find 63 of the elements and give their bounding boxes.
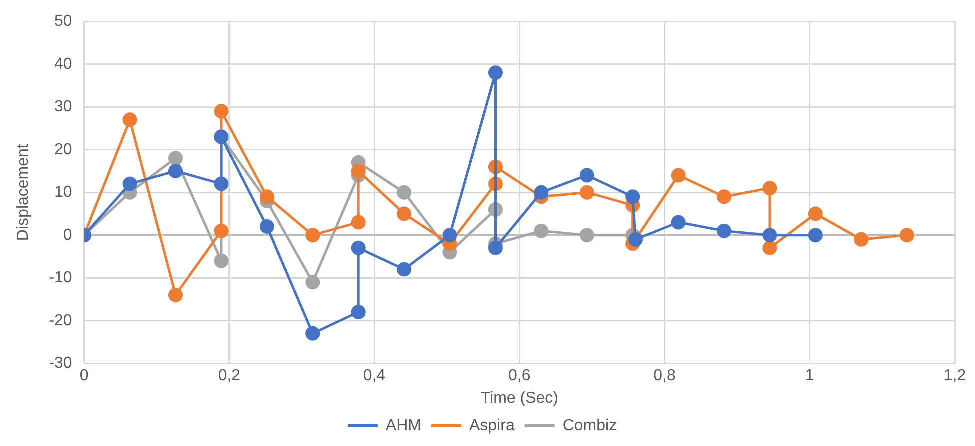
point xyxy=(488,66,503,80)
point xyxy=(168,288,183,302)
legend-label: AHM xyxy=(386,417,422,434)
x-tick-label: 0,6 xyxy=(508,368,531,385)
x-tick-label: 0 xyxy=(80,368,89,385)
point xyxy=(808,228,823,243)
point xyxy=(306,275,320,290)
point xyxy=(762,240,778,256)
point xyxy=(717,190,732,204)
point xyxy=(626,190,640,204)
y-tick-label: 50 xyxy=(54,13,72,30)
point xyxy=(351,164,366,178)
point xyxy=(397,206,412,222)
point xyxy=(351,215,366,230)
point xyxy=(351,305,366,320)
legend-label: Combiz xyxy=(562,417,618,434)
point xyxy=(214,254,229,268)
point xyxy=(442,228,458,243)
point xyxy=(534,185,549,200)
point xyxy=(762,181,778,196)
point xyxy=(214,176,229,192)
x-tick-label: 0,4 xyxy=(363,368,386,385)
point xyxy=(260,220,274,234)
y-tick-label: 10 xyxy=(54,184,72,202)
y-tick-label: -10 xyxy=(49,270,72,287)
point xyxy=(214,224,229,238)
point xyxy=(122,176,138,192)
point xyxy=(717,224,732,238)
x-tick-label: 0,2 xyxy=(218,368,241,385)
point xyxy=(762,228,778,243)
y-tick-label: 30 xyxy=(54,98,72,116)
point xyxy=(534,224,549,238)
point xyxy=(671,168,686,183)
y-tick-label: -30 xyxy=(49,355,72,372)
point xyxy=(580,228,594,243)
point xyxy=(214,104,229,119)
y-axis-title: Displacement xyxy=(15,144,32,242)
point xyxy=(260,190,274,204)
point xyxy=(306,228,320,243)
point xyxy=(306,326,320,341)
point xyxy=(397,185,412,200)
legend-label: Aspira xyxy=(469,417,515,434)
point xyxy=(122,112,138,128)
point xyxy=(580,168,594,183)
y-tick-label: -20 xyxy=(49,312,72,330)
point xyxy=(168,164,183,178)
x-tick-label: 1,2 xyxy=(944,368,966,385)
x-tick-label: 1 xyxy=(805,368,814,385)
point xyxy=(628,232,644,247)
point xyxy=(900,228,914,243)
y-tick-label: 40 xyxy=(54,56,72,73)
point xyxy=(351,240,366,256)
x-tick-label: 0,8 xyxy=(654,368,676,385)
point xyxy=(580,185,594,200)
point xyxy=(671,215,686,230)
y-tick-label: 20 xyxy=(54,141,72,158)
x-axis-title: Time (Sec) xyxy=(480,390,558,407)
point xyxy=(808,206,823,222)
point xyxy=(168,151,183,166)
point xyxy=(854,232,869,247)
y-tick-label: 0 xyxy=(63,226,72,244)
point xyxy=(488,240,503,256)
point xyxy=(397,262,412,277)
